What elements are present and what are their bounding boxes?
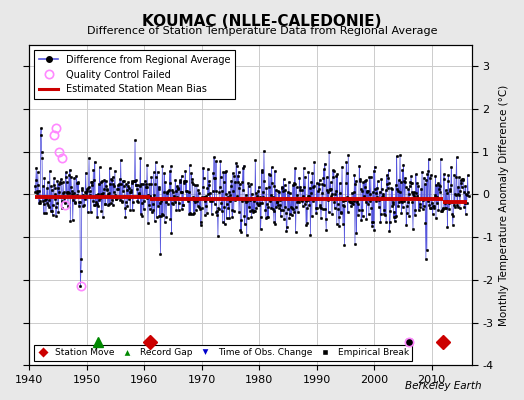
Y-axis label: Monthly Temperature Anomaly Difference (°C): Monthly Temperature Anomaly Difference (… — [499, 84, 509, 326]
Text: KOUMAC (NLLE-CALEDONIE): KOUMAC (NLLE-CALEDONIE) — [142, 14, 382, 29]
Legend: Station Move, Record Gap, Time of Obs. Change, Empirical Break: Station Move, Record Gap, Time of Obs. C… — [34, 344, 412, 361]
Text: Berkeley Earth: Berkeley Earth — [406, 381, 482, 391]
Text: Difference of Station Temperature Data from Regional Average: Difference of Station Temperature Data f… — [87, 26, 437, 36]
